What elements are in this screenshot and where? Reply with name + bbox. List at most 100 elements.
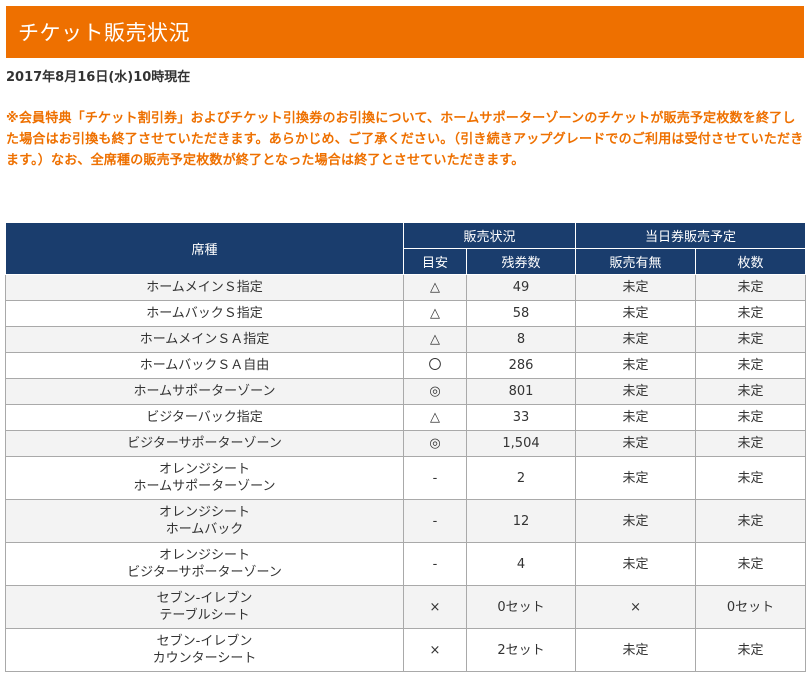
header-seat: 席種	[5, 222, 404, 275]
ticket-sales-table: 席種 販売状況 当日券販売予定 目安 残券数 販売有無 枚数 ホームメインＳ指定…	[5, 222, 807, 672]
header-sales-status: 販売状況	[402, 222, 577, 249]
remaining-cell: 4	[465, 542, 577, 586]
availability-cell: 未定	[575, 404, 697, 431]
count-cell: 未定	[695, 430, 807, 457]
seat-type-label: セブン-イレブン	[156, 591, 253, 606]
count-cell: 未定	[695, 352, 807, 379]
header-today-tickets: 当日券販売予定	[575, 222, 807, 249]
guide-cell: 〇	[403, 352, 467, 379]
seat-type-label: ホームサポーターゾーン	[133, 384, 276, 399]
page-header: チケット販売状況	[6, 6, 804, 58]
guide-cell: △	[403, 404, 467, 431]
seat-type-label: ビジターサポーターゾーン	[127, 565, 282, 580]
guide-cell: -	[403, 499, 467, 543]
seat-type-cell: ビジターサポーターゾーン	[5, 430, 404, 457]
count-cell: 0セット	[695, 585, 807, 629]
remaining-cell: 8	[465, 326, 577, 353]
remaining-cell: 0セット	[465, 585, 577, 629]
guide-cell: △	[403, 326, 467, 353]
table-row: ビジターサポーターゾーン ◎ 1,504 未定 未定	[5, 430, 807, 457]
availability-cell: 未定	[575, 352, 697, 379]
availability-cell: 未定	[575, 542, 697, 586]
remaining-cell: 2	[465, 456, 577, 500]
seat-type-label: オレンジシート	[158, 505, 250, 520]
seat-type-cell: セブン-イレブン カウンターシート	[5, 628, 404, 672]
seat-type-label: ホームメインＳＡ指定	[139, 332, 270, 347]
guide-cell: △	[403, 300, 467, 327]
remaining-cell: 286	[465, 352, 577, 379]
count-cell: 未定	[695, 326, 807, 353]
guide-cell: -	[403, 456, 467, 500]
remaining-cell: 1,504	[465, 430, 577, 457]
table-row: ホームメインＳ指定 △ 49 未定 未定	[5, 274, 807, 301]
seat-type-label: セブン-イレブン	[156, 634, 253, 649]
table-row: ホームサポーターゾーン ◎ 801 未定 未定	[5, 378, 807, 405]
seat-type-cell: ビジターバック指定	[5, 404, 404, 431]
remaining-cell: 12	[465, 499, 577, 543]
remaining-cell: 2セット	[465, 628, 577, 672]
count-cell: 未定	[695, 404, 807, 431]
seat-type-cell: ホームメインＳＡ指定	[5, 326, 404, 353]
seat-type-label: テーブルシート	[159, 608, 250, 623]
guide-cell: ×	[403, 628, 467, 672]
table-row: セブン-イレブン テーブルシート × 0セット × 0セット	[5, 585, 807, 629]
count-cell: 未定	[695, 628, 807, 672]
seat-type-cell: オレンジシートビジターサポーターゾーン	[5, 542, 404, 586]
availability-cell: 未定	[575, 456, 697, 500]
as-of-date: 2017年8月16日(水)10時現在	[6, 70, 191, 85]
seat-type-cell: ホームバックＳＡ自由	[5, 352, 404, 379]
table-row: ホームバックＳ指定 △ 58 未定 未定	[5, 300, 807, 327]
seat-type-label: ホームサポーターゾーン	[133, 479, 276, 494]
header-count: 枚数	[695, 248, 807, 275]
header-remaining: 残券数	[465, 248, 577, 275]
seat-type-label: ホームバックＳ指定	[146, 306, 263, 321]
remaining-cell: 801	[465, 378, 577, 405]
count-cell: 未定	[695, 456, 807, 500]
seat-type-label: カウンターシート	[152, 651, 257, 666]
remaining-cell: 58	[465, 300, 577, 327]
count-cell: 未定	[695, 499, 807, 543]
guide-cell: -	[403, 542, 467, 586]
header-guide: 目安	[403, 248, 467, 275]
guide-cell: △	[403, 274, 467, 301]
table-row: ホームバックＳＡ自由〇 286 未定 未定	[5, 352, 807, 379]
header-availability: 販売有無	[575, 248, 697, 275]
remaining-cell: 49	[465, 274, 577, 301]
table-row: ホームメインＳＡ指定 △ 8 未定 未定	[5, 326, 807, 353]
availability-cell: 未定	[575, 628, 697, 672]
availability-cell: 未定	[575, 300, 697, 327]
seat-type-label: ビジターサポーターゾーン	[127, 436, 282, 451]
guide-cell: ◎	[403, 378, 467, 405]
count-cell: 未定	[695, 274, 807, 301]
notice-text: ※会員特典「チケット割引券」およびチケット引換券のお引換について、ホームサポータ…	[6, 111, 804, 168]
seat-type-label: オレンジシート	[158, 462, 250, 477]
availability-cell: 未定	[575, 274, 697, 301]
table-row: オレンジシート ホームバック -12 未定 未定	[5, 499, 807, 543]
seat-type-label: ビジターバック指定	[146, 410, 263, 425]
table-row: セブン-イレブン カウンターシート × 2セット 未定 未定	[5, 628, 807, 672]
availability-cell: 未定	[575, 326, 697, 353]
seat-type-cell: ホームバックＳ指定	[5, 300, 404, 327]
table-row: ビジターバック指定 △ 33 未定 未定	[5, 404, 807, 431]
page-title: チケット販売状況	[18, 21, 190, 45]
availability-cell: 未定	[575, 499, 697, 543]
count-cell: 未定	[695, 378, 807, 405]
seat-type-label: ホームメインＳ指定	[146, 280, 263, 295]
table-row: オレンジシート ビジターサポーターゾーン -4 未定 未定	[5, 542, 807, 586]
seat-type-label: オレンジシート	[158, 548, 250, 563]
seat-type-cell: セブン-イレブン テーブルシート	[5, 585, 404, 629]
seat-type-cell: ホームメインＳ指定	[5, 274, 404, 301]
count-cell: 未定	[695, 542, 807, 586]
table-row: オレンジシート ホームサポーターゾーン -2 未定 未定	[5, 456, 807, 500]
availability-cell: ×	[575, 585, 697, 629]
table-body: ホームメインＳ指定 △ 49 未定 未定 ホームバックＳ指定 △ 58 未定 未定 ホームメインＳＡ…	[5, 274, 807, 672]
seat-type-label: ホームバック	[165, 522, 244, 537]
seat-type-cell: オレンジシートホームサポーターゾーン	[5, 456, 404, 500]
remaining-cell: 33	[465, 404, 577, 431]
guide-cell: ◎	[403, 430, 467, 457]
seat-type-cell: ホームサポーターゾーン	[5, 378, 404, 405]
count-cell: 未定	[695, 300, 807, 327]
availability-cell: 未定	[575, 430, 697, 457]
guide-cell: ×	[403, 585, 467, 629]
seat-type-cell: オレンジシート ホームバック	[5, 499, 404, 543]
